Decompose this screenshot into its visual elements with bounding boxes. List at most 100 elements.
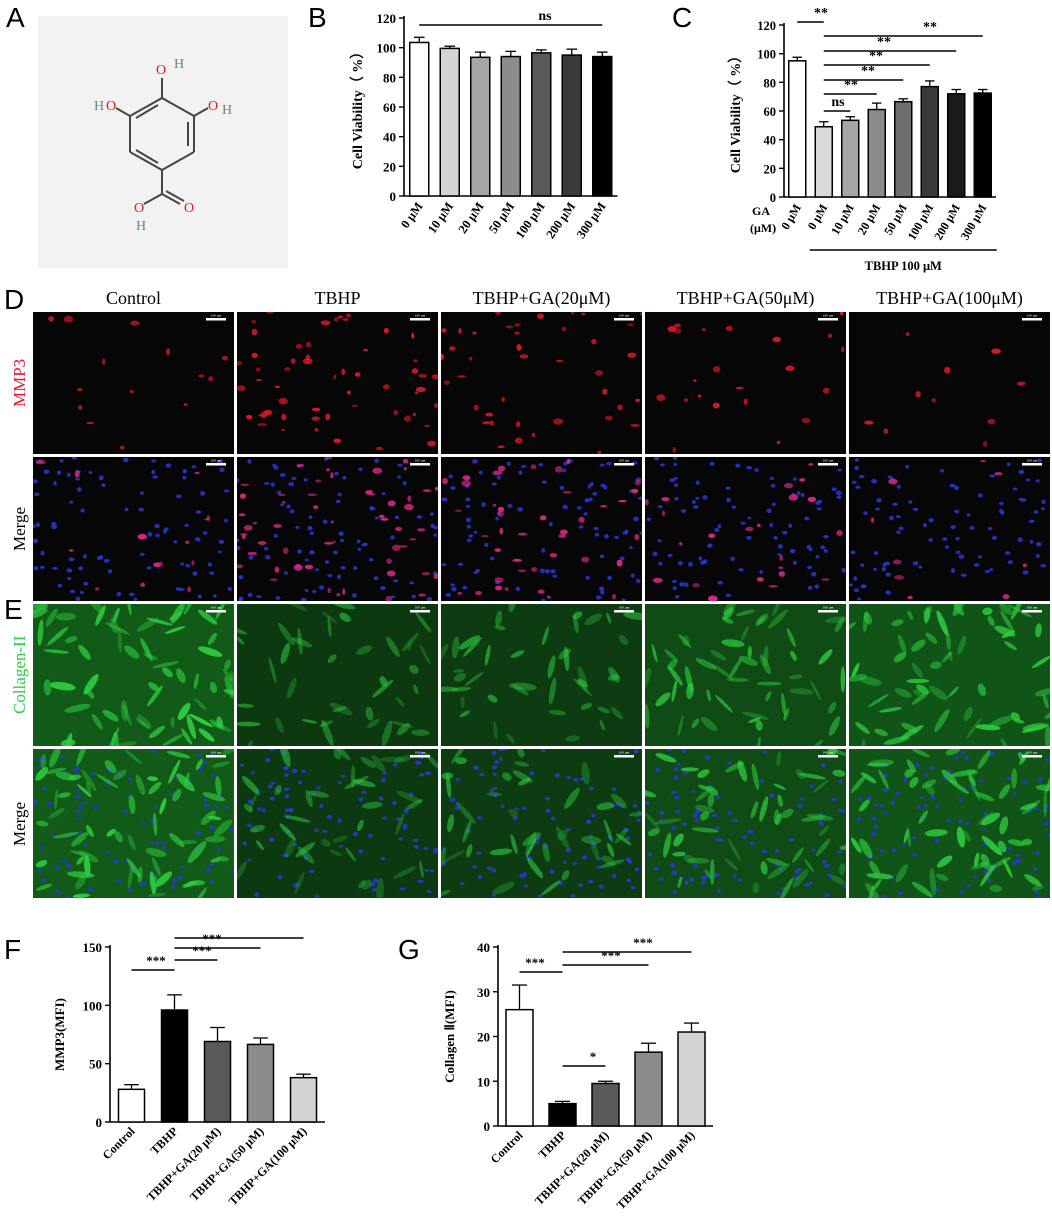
bar	[117, 1088, 146, 1123]
nucleus-dot	[807, 585, 813, 591]
nucleus-dot	[396, 817, 402, 821]
nucleus-dot	[1035, 479, 1040, 483]
nucleus-dot	[811, 848, 817, 852]
nucleus-dot	[47, 801, 53, 806]
nucleus-dot	[707, 543, 713, 548]
nucleus-dot	[671, 790, 677, 795]
nucleus-dot	[875, 507, 880, 511]
collagen-signal	[194, 698, 207, 711]
nucleus-dot	[657, 539, 662, 543]
collagen-signal	[839, 845, 846, 850]
nucleus-dot	[591, 813, 596, 818]
collagen-signal	[114, 831, 123, 843]
nucleus-dot	[75, 766, 80, 772]
nucleus-dot	[911, 836, 917, 840]
nucleus-dot	[566, 775, 571, 780]
scale-bar-label: 100 μm	[211, 459, 222, 463]
micrograph-image: 100 μm	[849, 749, 1050, 898]
collagen-signal	[672, 851, 686, 857]
nucleus-dot	[552, 574, 558, 578]
panel-label-g: G	[398, 934, 420, 965]
nucleus-dot	[151, 459, 157, 463]
scale-bar-label: 100 μm	[619, 606, 630, 610]
nucleus-dot	[709, 461, 715, 466]
mmp3-signal	[153, 562, 161, 568]
nucleus-dot	[857, 597, 861, 601]
collagen-signal	[460, 696, 465, 709]
collagen-signal	[49, 749, 61, 768]
collagen-signal	[599, 719, 605, 731]
collagen-signal	[182, 881, 197, 888]
nucleus-dot	[676, 762, 681, 766]
nucleus-dot	[850, 550, 856, 555]
collagen-signal	[929, 868, 937, 896]
nucleus-dot	[368, 833, 373, 839]
nucleus-dot	[1033, 806, 1039, 811]
atom-o-carbonyl: O	[184, 201, 194, 216]
x-tick-label: 200 μM	[543, 200, 578, 242]
mmp3-signal	[661, 497, 670, 502]
nucleus-dot	[570, 894, 576, 898]
nucleus-dot	[107, 569, 113, 574]
nucleus-dot	[448, 474, 454, 479]
collagen-signal	[741, 625, 749, 641]
nucleus-dot	[915, 763, 920, 768]
nucleus-dot	[382, 771, 388, 776]
nucleus-dot	[740, 521, 746, 525]
mmp3-signal	[1002, 594, 1010, 600]
gallic-acid-diagram: O H H O O H H O O	[94, 57, 232, 234]
collagen-signal	[396, 722, 411, 736]
collagen-signal	[911, 662, 923, 678]
collagen-signal	[776, 750, 782, 766]
nucleus-dot	[457, 562, 464, 566]
mmp3-signal	[562, 491, 572, 494]
mmp3-signal	[462, 475, 471, 481]
mmp3-signal	[441, 328, 447, 333]
mmp3-signal	[561, 326, 567, 332]
nucleus-dot	[409, 792, 414, 797]
nucleus-dot	[898, 526, 904, 531]
mmp3-signal	[559, 529, 568, 535]
nucleus-dot	[402, 480, 407, 486]
collagen-signal	[169, 833, 185, 848]
y-tick-label: 120	[377, 11, 397, 26]
collagen-signal	[451, 749, 468, 764]
collagen-signal	[86, 825, 94, 838]
nucleus-dot	[165, 463, 172, 468]
nucleus-dot	[115, 879, 122, 883]
nucleus-dot	[203, 803, 210, 808]
nucleus-dot	[426, 890, 432, 893]
mmp3-signal	[656, 394, 666, 402]
nucleus-dot	[769, 522, 774, 528]
nucleus-dot	[818, 812, 824, 817]
nucleus-dot	[714, 527, 720, 533]
collagen-signal	[177, 702, 191, 721]
collagen-signal	[152, 812, 158, 836]
collagen-signal	[33, 607, 48, 619]
collagen-signal	[667, 659, 678, 670]
collagen-signal	[208, 632, 217, 645]
atom-h-left: H	[94, 99, 104, 114]
collagen-signal	[874, 728, 888, 737]
nucleus-dot	[288, 481, 295, 487]
collagen-signal	[936, 610, 949, 637]
nucleus-dot	[507, 503, 513, 508]
nucleus-dot	[738, 568, 744, 572]
collagen-signal	[248, 791, 259, 812]
collagen-signal	[135, 717, 150, 730]
nucleus-dot	[76, 487, 82, 492]
collagen-signal	[789, 688, 814, 695]
nucleus-dot	[123, 809, 129, 814]
collagen-signal	[249, 825, 266, 833]
nucleus-dot	[964, 822, 971, 826]
nucleus-dot	[486, 866, 493, 870]
nucleus-dot	[587, 484, 592, 489]
mmp3-signal	[905, 332, 910, 336]
nucleus-dot	[214, 805, 218, 809]
nucleus-dot	[612, 787, 617, 792]
nucleus-dot	[192, 571, 198, 576]
collagen-signal	[663, 832, 672, 858]
mmp3-signal	[327, 587, 331, 594]
collagen-signal	[47, 626, 69, 646]
collagen-signal	[828, 701, 837, 714]
